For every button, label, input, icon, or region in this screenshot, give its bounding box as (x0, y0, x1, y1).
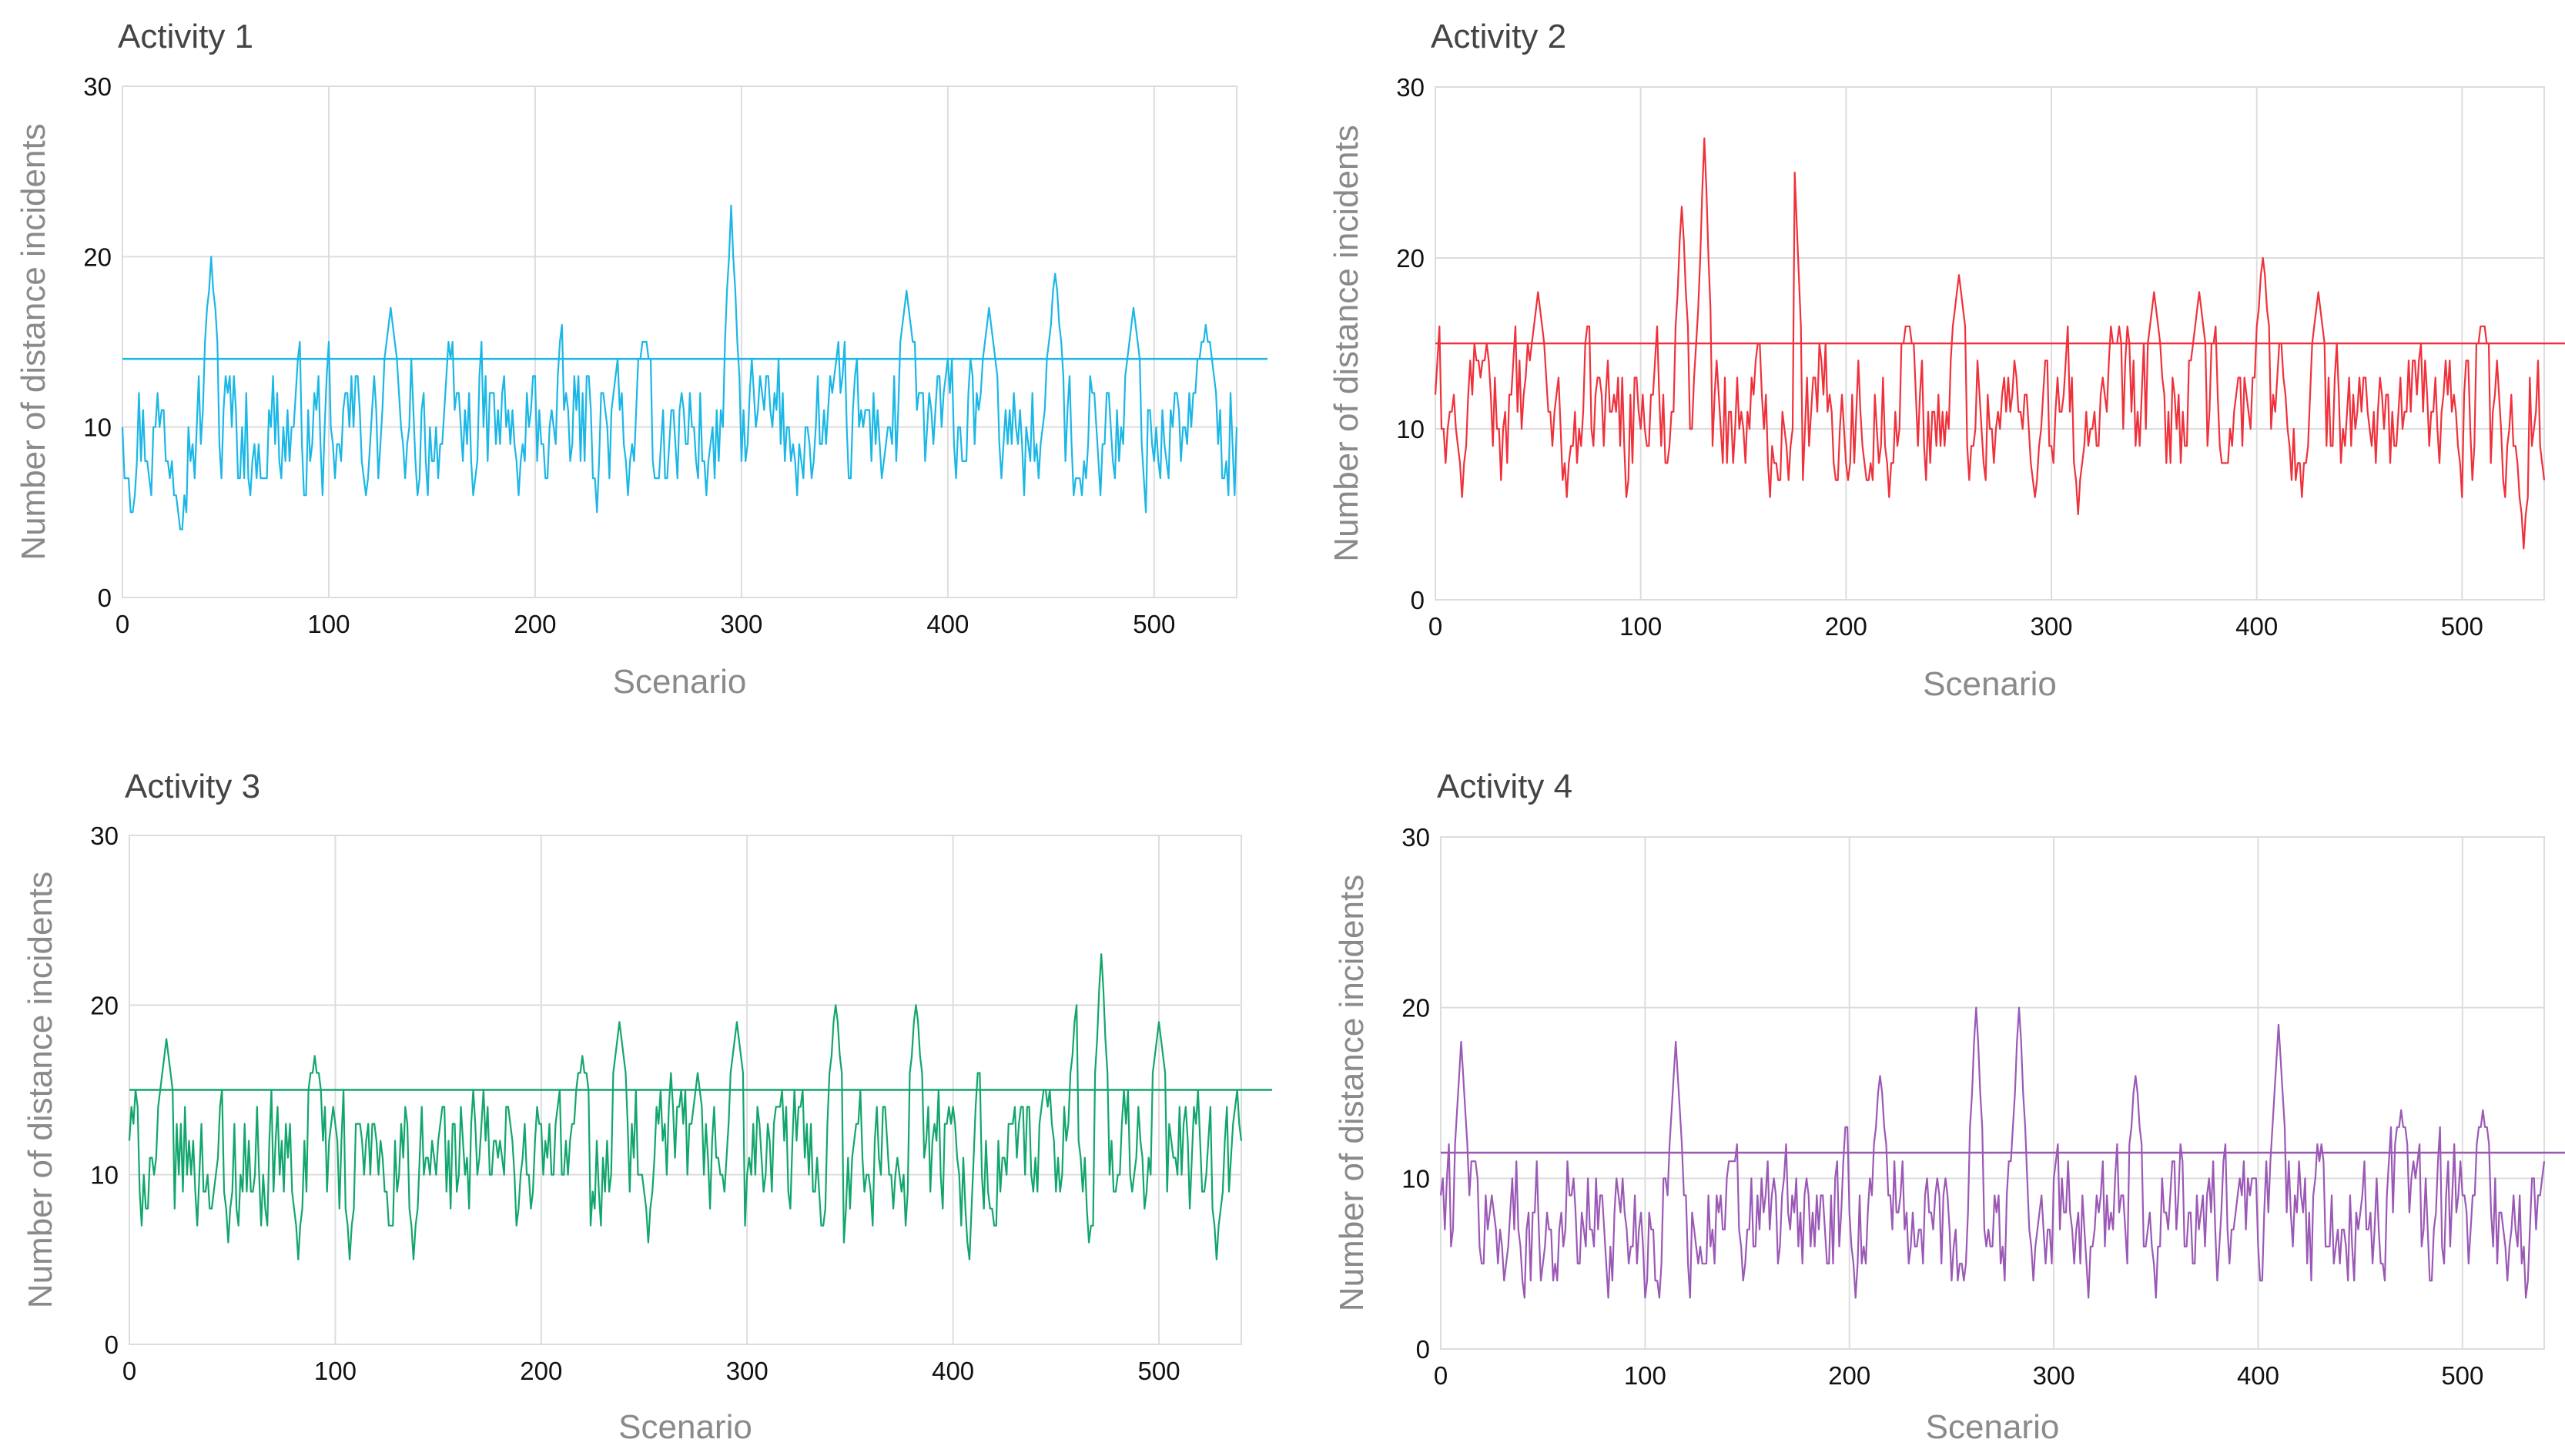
x-tick-label: 300 (2030, 612, 2072, 641)
y-tick-label: 30 (90, 822, 119, 850)
series-line-activity-2 (1434, 137, 2546, 550)
y-tick-label: 20 (1401, 994, 1430, 1023)
y-tick-label: 0 (1411, 586, 1425, 614)
y-tick-label: 20 (1396, 244, 1425, 273)
x-tick-label: 0 (1428, 612, 1442, 641)
x-axis-title: Scenario (618, 1408, 752, 1446)
y-axis-title: Number of distance incidents (22, 872, 59, 1308)
x-tick-label: 500 (1138, 1357, 1180, 1385)
x-tick-label: 400 (2237, 1361, 2279, 1390)
y-tick-label: 30 (1401, 823, 1430, 852)
chart-title: Activity 3 (125, 768, 260, 805)
y-tick-label: 0 (1416, 1335, 1430, 1364)
y-tick-label: 0 (98, 584, 112, 612)
x-tick-label: 100 (1619, 612, 1662, 641)
chart-title: Activity 4 (1437, 768, 1572, 805)
x-axis-title: Scenario (1926, 1408, 2060, 1446)
x-axis-title: Scenario (1923, 665, 2057, 703)
x-tick-label: 300 (720, 610, 762, 638)
y-tick-label: 10 (1401, 1164, 1430, 1193)
y-axis-title: Number of distance incidents (1333, 875, 1371, 1311)
x-tick-label: 0 (122, 1357, 136, 1385)
y-tick-label: 20 (90, 991, 119, 1019)
chart-title: Activity 2 (1431, 18, 1566, 55)
x-axis-title: Scenario (613, 663, 747, 701)
x-tick-label: 200 (1825, 612, 1867, 641)
x-tick-label: 500 (2441, 612, 2483, 641)
x-tick-label: 0 (116, 610, 129, 638)
x-tick-label: 200 (520, 1357, 562, 1385)
x-tick-label: 500 (1133, 610, 1175, 638)
y-tick-label: 10 (83, 413, 112, 442)
plot-area (1440, 836, 2545, 1350)
y-tick-label: 20 (83, 243, 112, 271)
x-tick-label: 100 (1624, 1361, 1666, 1390)
y-axis-title: Number of distance incidents (15, 123, 52, 560)
series-line-activity-1 (121, 204, 1238, 531)
x-tick-label: 400 (932, 1357, 974, 1385)
x-tick-label: 100 (314, 1357, 357, 1385)
x-tick-label: 0 (1434, 1361, 1448, 1390)
x-tick-label: 300 (2033, 1361, 2075, 1390)
chart-title: Activity 1 (118, 18, 253, 55)
x-tick-label: 200 (1828, 1361, 1870, 1390)
y-tick-label: 30 (1396, 73, 1425, 102)
x-tick-label: 500 (2441, 1361, 2483, 1390)
series-line-activity-4 (1439, 1006, 2546, 1299)
x-tick-label: 200 (514, 610, 556, 638)
y-tick-label: 30 (83, 72, 112, 101)
series-line-activity-3 (128, 953, 1243, 1260)
y-tick-label: 0 (105, 1330, 119, 1359)
x-tick-label: 400 (926, 610, 969, 638)
x-tick-label: 100 (307, 610, 350, 638)
y-axis-title: Number of distance incidents (1328, 125, 1365, 561)
x-tick-label: 300 (726, 1357, 768, 1385)
x-tick-label: 400 (2235, 612, 2278, 641)
y-tick-label: 10 (1396, 415, 1425, 443)
y-tick-label: 10 (90, 1161, 119, 1190)
plot-area (122, 85, 1237, 598)
